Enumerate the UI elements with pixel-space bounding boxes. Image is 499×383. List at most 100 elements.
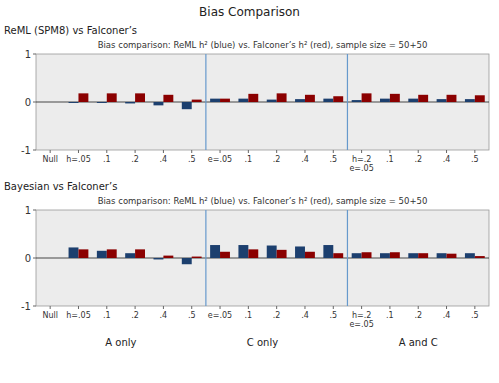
bar — [40, 102, 50, 103]
bar — [277, 93, 287, 102]
x-tick-label: .4 — [443, 311, 451, 320]
x-tick-label: .1 — [245, 155, 253, 164]
bar — [408, 99, 418, 102]
bar — [380, 99, 390, 102]
bar — [352, 253, 362, 258]
bar — [107, 249, 117, 258]
x-tick-label: Null — [42, 311, 58, 320]
y-tick-label: 0 — [25, 253, 31, 264]
bar — [295, 99, 305, 102]
x-tick — [163, 306, 164, 309]
bar — [380, 253, 390, 258]
bar — [418, 95, 428, 102]
bar — [333, 253, 343, 258]
x-tick — [106, 150, 107, 153]
x-tick — [163, 150, 164, 153]
section-label: A only — [105, 337, 136, 348]
divider — [347, 210, 348, 306]
x-tick-label: .1 — [386, 311, 394, 320]
x-tick — [446, 150, 447, 153]
subplot-title: Bias comparison: ReML h² (blue) vs. Falc… — [98, 40, 428, 50]
bar — [192, 100, 202, 102]
bar — [248, 94, 258, 102]
x-tick-label: .1 — [103, 155, 111, 164]
bar — [182, 102, 192, 109]
bar — [135, 249, 145, 258]
bar — [465, 253, 475, 258]
x-tick-label: .2 — [414, 155, 422, 164]
section-label: A and C — [399, 337, 438, 348]
bar — [163, 95, 173, 102]
x-tick-label: e=.05 — [208, 155, 232, 164]
y-tick — [33, 54, 36, 55]
bar — [277, 250, 287, 258]
bar — [125, 253, 135, 258]
x-tick-label: .5 — [329, 311, 337, 320]
bar — [78, 93, 88, 102]
bar — [238, 245, 248, 258]
x-tick-label: .2 — [131, 311, 139, 320]
x-tick — [446, 306, 447, 309]
x-tick — [220, 150, 221, 153]
x-tick — [50, 306, 51, 309]
y-tick-label: 1 — [25, 205, 31, 216]
x-tick-label: .5 — [188, 311, 196, 320]
bar — [323, 99, 333, 102]
y-tick — [33, 306, 36, 307]
x-tick — [389, 306, 390, 309]
x-tick — [304, 306, 305, 309]
subplot: ReML (SPM8) vs Falconer’sBias comparison… — [4, 25, 489, 173]
bar — [447, 254, 457, 258]
x-tick — [418, 150, 419, 153]
x-tick-label: .4 — [301, 155, 309, 164]
x-tick — [78, 150, 79, 153]
bar — [50, 102, 60, 103]
x-tick — [191, 150, 192, 153]
row-label: Bayesian vs Falconer’s — [4, 181, 117, 192]
bar — [333, 96, 343, 102]
x-tick-label: .5 — [329, 155, 337, 164]
bar — [182, 258, 192, 264]
marks — [36, 210, 489, 306]
bar — [475, 95, 485, 102]
bar — [125, 102, 135, 103]
bar — [305, 252, 315, 258]
bar — [210, 245, 220, 258]
bar — [390, 94, 400, 102]
x-tick-label: .5 — [471, 155, 479, 164]
bar — [437, 253, 447, 258]
bar — [78, 249, 88, 258]
plot-area — [36, 54, 489, 150]
x-tick — [135, 306, 136, 309]
divider — [205, 54, 206, 150]
bar — [69, 102, 79, 104]
bar — [323, 245, 333, 258]
bar — [107, 93, 117, 102]
bar — [50, 258, 60, 259]
x-tick-label: .4 — [160, 155, 168, 164]
x-tick — [474, 306, 475, 309]
y-tick — [33, 102, 36, 103]
bar — [210, 99, 220, 102]
bar — [220, 99, 230, 102]
x-tick-label: h=.2e=.05 — [349, 311, 373, 329]
bar — [153, 102, 163, 105]
bar — [362, 252, 372, 258]
bar — [390, 252, 400, 258]
x-tick — [50, 150, 51, 153]
bar — [248, 249, 258, 258]
x-tick-label: h=.2e=.05 — [349, 155, 373, 173]
x-tick-label: e=.05 — [208, 311, 232, 320]
x-tick — [276, 150, 277, 153]
x-tick — [135, 150, 136, 153]
bar — [69, 247, 79, 258]
bar — [437, 99, 447, 102]
x-tick — [361, 150, 362, 153]
bar — [267, 100, 277, 102]
x-tick — [191, 306, 192, 309]
x-tick-label: .4 — [301, 311, 309, 320]
bar — [97, 102, 107, 104]
y-tick — [33, 210, 36, 211]
x-tick-label: h=.05 — [66, 311, 91, 320]
chart: Bias ComparisonReML (SPM8) vs Falconer’s… — [0, 0, 499, 383]
